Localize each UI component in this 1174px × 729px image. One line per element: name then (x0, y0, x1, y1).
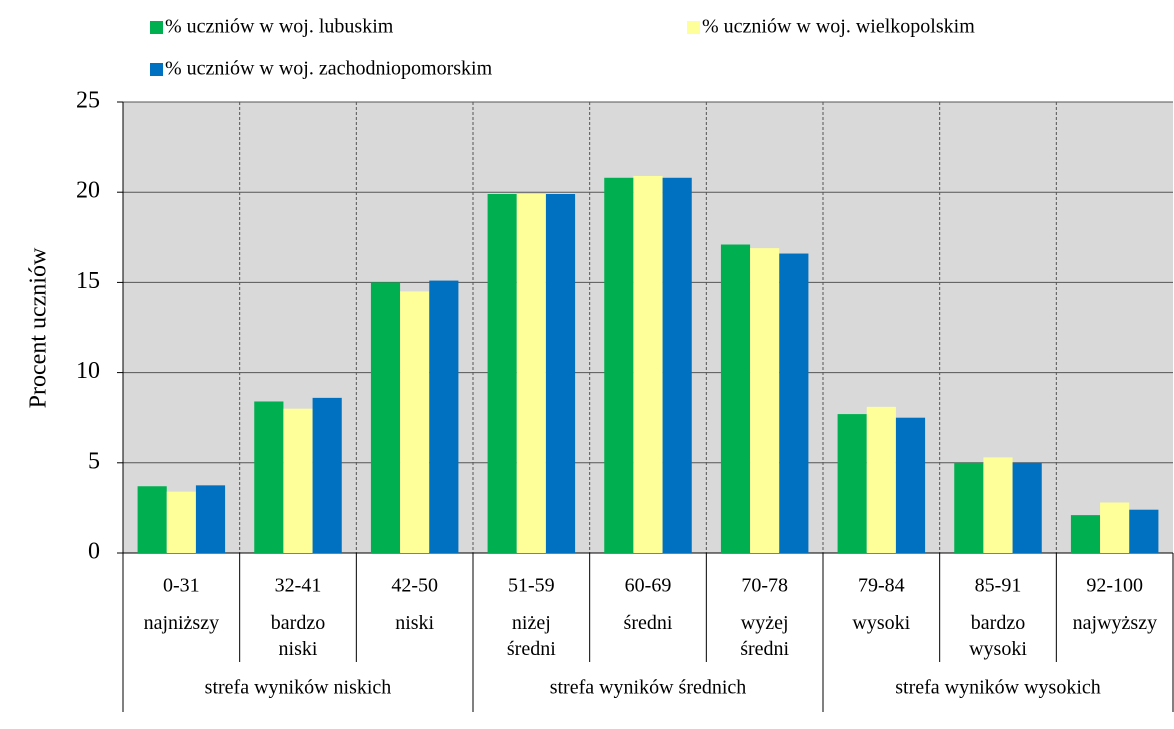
x-subcategory-label: średni (623, 612, 673, 634)
bar (195, 485, 226, 553)
y-tick-label: 0 (88, 539, 100, 565)
x-tick-label: 0-31 (163, 575, 200, 597)
x-subcategory-label: bardzo wysoki (969, 612, 1027, 660)
x-subcategory-label: wysoki (852, 612, 911, 634)
bar (429, 280, 459, 553)
bar (954, 462, 984, 553)
y-axis-label: Procent uczniów (26, 247, 52, 408)
x-subcategory-label: bardzo niski (270, 612, 326, 660)
bar (370, 282, 401, 553)
bar (633, 175, 663, 554)
bar (779, 253, 809, 553)
y-tick-label: 20 (76, 178, 100, 204)
bar (866, 406, 896, 553)
bar (1100, 502, 1130, 553)
legend-swatch (150, 63, 163, 76)
x-subcategory-label: najniższy (143, 612, 220, 634)
x-tick-label: 85-91 (975, 575, 1022, 597)
bar (254, 401, 284, 553)
bar (750, 248, 780, 553)
x-tick-label: 70-78 (741, 575, 788, 597)
y-tick-label: 15 (76, 268, 100, 294)
y-tick-label: 10 (76, 358, 100, 384)
legend-label: % uczniów w woj. lubuskim (165, 16, 394, 38)
x-subcategory-label: wyżej średni (740, 612, 790, 660)
group-label: strefa wyników średnich (550, 677, 747, 699)
y-tick-label: 25 (76, 88, 100, 114)
x-tick-label: 92-100 (1086, 575, 1143, 597)
legend-label: % uczniów w woj. zachodniopomorskim (165, 58, 493, 80)
bar (166, 491, 196, 553)
bar (720, 244, 751, 554)
bar (983, 457, 1013, 553)
legend-swatch (687, 21, 700, 34)
x-subcategory-label: najwyższy (1072, 612, 1158, 634)
bar (516, 194, 546, 553)
x-tick-label: 60-69 (625, 575, 672, 597)
bar (662, 177, 692, 553)
x-tick-label: 51-59 (508, 575, 555, 597)
bar (283, 408, 313, 553)
legend-label: % uczniów w woj. wielkopolskim (702, 16, 975, 38)
bar (1070, 515, 1101, 553)
group-label: strefa wyników wysokich (895, 677, 1101, 699)
x-tick-label: 79-84 (858, 575, 905, 597)
group-label: strefa wyników niskich (205, 677, 392, 699)
bar (1129, 509, 1159, 553)
x-tick-label: 42-50 (391, 575, 438, 597)
bar (487, 194, 517, 553)
x-subcategory-label: niski (395, 612, 435, 634)
legend-swatch (150, 21, 163, 34)
bar (545, 194, 576, 553)
bar (895, 417, 926, 553)
bar (1012, 462, 1042, 553)
x-subcategory-label: niżej średni (506, 612, 556, 660)
x-tick-label: 32-41 (275, 575, 322, 597)
bar (312, 397, 342, 553)
bar (400, 291, 430, 553)
bar (837, 414, 867, 553)
bar (137, 486, 167, 553)
bar (604, 177, 634, 553)
y-tick-label: 5 (88, 448, 100, 474)
